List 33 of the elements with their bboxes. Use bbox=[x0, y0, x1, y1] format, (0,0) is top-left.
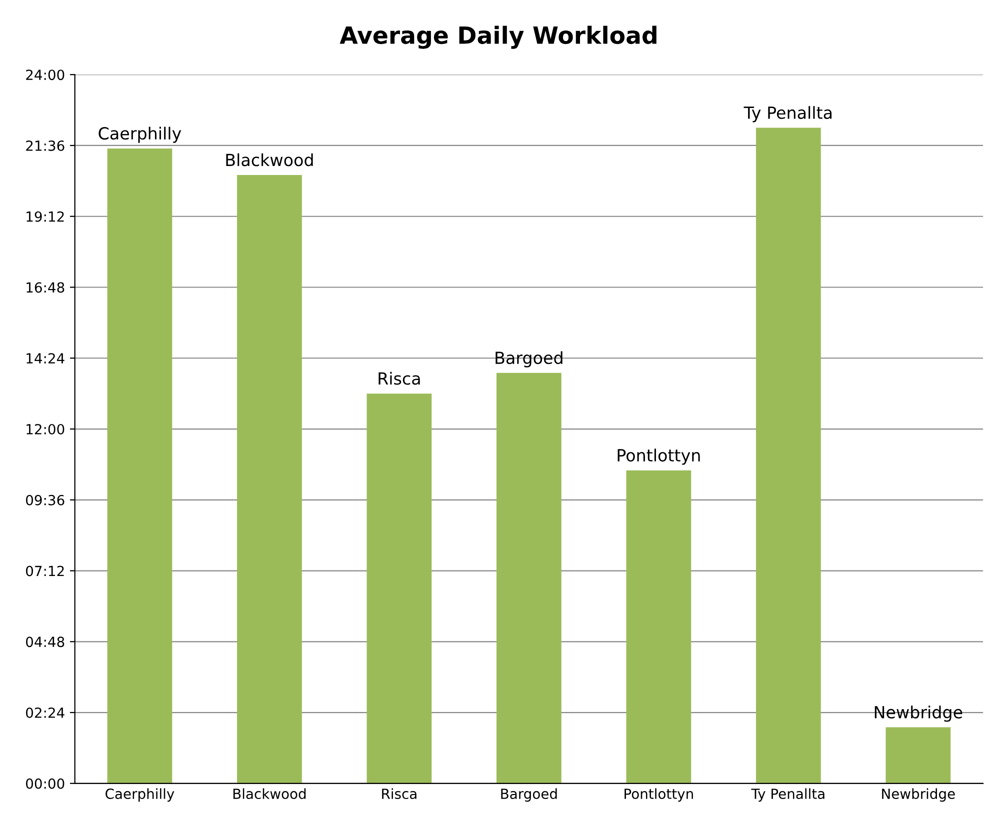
bar bbox=[756, 128, 821, 784]
bar bbox=[496, 372, 562, 784]
y-tick-label: 19:12 bbox=[26, 211, 64, 222]
x-tick-label: Caerphilly bbox=[106, 788, 174, 802]
annotation: Caerphilly bbox=[98, 126, 182, 143]
bar bbox=[237, 175, 302, 784]
y-tick-label: 09:36 bbox=[26, 494, 64, 506]
annotation: Ty Penallta bbox=[744, 106, 832, 122]
y-tick-label: 16:48 bbox=[26, 282, 64, 293]
y-tick-label: 07:12 bbox=[26, 566, 64, 576]
annotation: Pontlottyn bbox=[618, 448, 700, 465]
y-tick-label: 14:24 bbox=[26, 353, 64, 364]
y-tick-label: 00:00 bbox=[26, 778, 64, 789]
x-tick-label: Newbridge bbox=[882, 788, 955, 802]
y-tick-label: 04:48 bbox=[26, 636, 64, 648]
y-tick-label: 02:24 bbox=[26, 707, 64, 718]
x-tick-label: Bargoed bbox=[501, 788, 557, 802]
x-tick-label: Ty Penallta bbox=[751, 788, 824, 802]
x-tick-label: Pontlottyn bbox=[624, 788, 693, 802]
bar bbox=[626, 470, 692, 784]
bar bbox=[366, 394, 432, 784]
x-tick-label: Risca bbox=[382, 788, 416, 800]
bar bbox=[107, 148, 172, 784]
chart-title: Average Daily Workload bbox=[340, 26, 656, 49]
x-tick-label: Blackwood bbox=[233, 788, 306, 800]
annotation: Newbridge bbox=[874, 706, 962, 722]
annotation: Risca bbox=[378, 372, 420, 385]
y-tick-label: 12:00 bbox=[26, 424, 64, 434]
y-tick-label: 24:00 bbox=[26, 70, 64, 80]
y-tick-label: 21:36 bbox=[26, 140, 64, 151]
annotation: Bargoed bbox=[496, 351, 562, 368]
annotation: Blackwood bbox=[226, 153, 313, 166]
bar bbox=[886, 727, 951, 784]
